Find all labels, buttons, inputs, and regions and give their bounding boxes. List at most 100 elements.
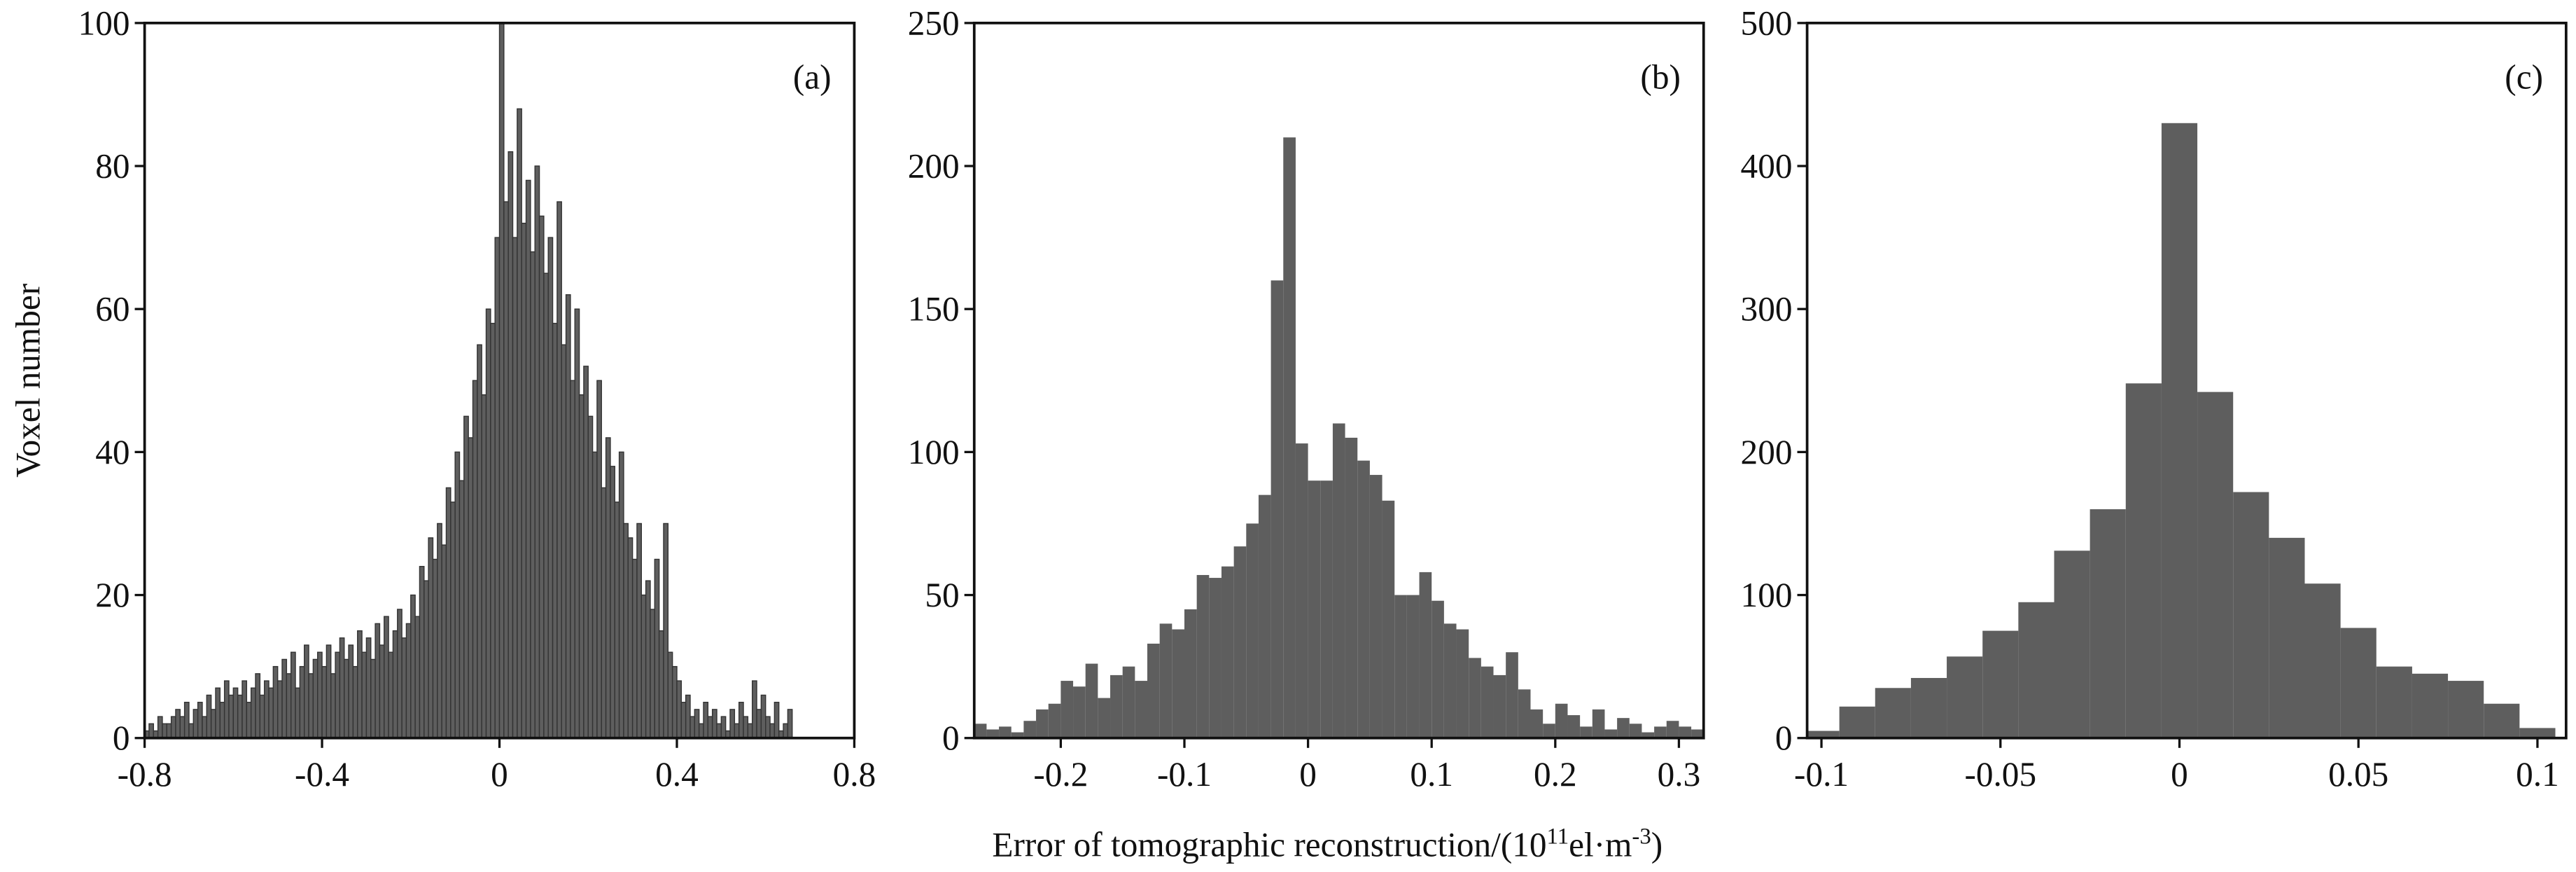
histogram-bar <box>1085 663 1098 738</box>
histogram-bar <box>1493 674 1506 738</box>
histogram-bar <box>760 694 766 738</box>
histogram-bar <box>321 665 328 738</box>
histogram-bar <box>1098 698 1111 738</box>
histogram-bar <box>1184 609 1197 738</box>
histogram-bar <box>690 716 696 738</box>
histogram-bar <box>166 723 172 738</box>
histogram-bar <box>2233 492 2269 738</box>
axes-frame <box>1805 21 2568 740</box>
histogram-bar <box>472 380 478 738</box>
histogram-bar <box>601 487 607 738</box>
histogram-bar <box>344 658 349 738</box>
histogram-bar <box>1419 572 1432 738</box>
histogram-bar <box>206 694 212 738</box>
y-tick-label: 100 <box>1741 576 1793 614</box>
histogram-bar <box>631 558 638 738</box>
x-axis-label: Error of tomographic reconstruction/(101… <box>992 824 1662 864</box>
histogram-bar <box>210 709 216 738</box>
histogram-bar <box>570 380 575 738</box>
x-tick-label: -0.2 <box>1033 755 1088 794</box>
histogram-bar <box>1221 566 1234 738</box>
histogram-bar <box>312 658 318 738</box>
histogram-bar <box>769 723 776 738</box>
panel-label: (b) <box>1640 58 1680 97</box>
histogram-bar <box>2519 728 2556 738</box>
histogram-bar <box>1332 423 1345 738</box>
histogram-bar <box>361 651 368 738</box>
histogram-bar <box>215 687 221 738</box>
histogram-bar <box>246 701 252 738</box>
y-tick-label: 200 <box>908 146 960 185</box>
histogram-bar <box>525 179 531 738</box>
histogram-bar <box>1382 500 1395 738</box>
histogram-bar <box>441 544 447 738</box>
histogram-bar <box>2161 123 2198 738</box>
histogram-bar <box>694 709 700 738</box>
histogram-bar <box>1947 656 1983 738</box>
histogram-bar <box>179 716 186 738</box>
histogram-bar <box>618 451 624 738</box>
histogram-bar <box>1432 600 1444 738</box>
x-tick-label: 0 <box>2171 755 2188 794</box>
histogram-bar <box>414 616 421 738</box>
histogram-bar <box>707 716 713 738</box>
histogram-bar <box>605 437 611 738</box>
histogram-bar <box>157 716 163 738</box>
histogram-bar <box>1270 280 1284 738</box>
histogram-bar <box>175 709 181 738</box>
histogram-bar <box>357 630 363 738</box>
histogram-bar <box>517 108 522 738</box>
histogram-bar <box>534 165 540 738</box>
y-tick-label: 0 <box>942 719 960 757</box>
y-tick-label: 300 <box>1741 290 1793 328</box>
histogram-bar <box>450 501 456 738</box>
histogram-bar <box>1023 721 1037 738</box>
histogram-bar <box>561 344 567 738</box>
histogram-bar <box>627 537 634 738</box>
histogram-bar <box>241 680 248 738</box>
histogram-bar <box>1592 709 1605 738</box>
histogram-bar <box>286 673 292 738</box>
histogram-bar <box>711 709 718 738</box>
histogram-bar <box>751 680 757 738</box>
histogram-bar <box>192 709 199 738</box>
histogram-bar <box>565 294 571 738</box>
label-text: ) <box>1651 826 1662 864</box>
histogram-bar <box>729 709 736 738</box>
histogram-bar <box>1369 475 1382 738</box>
histogram-bar <box>547 237 554 738</box>
superscript: 11 <box>1547 824 1569 850</box>
histogram-bar <box>454 451 461 738</box>
histogram-bar <box>490 322 496 738</box>
y-tick-label: 0 <box>1775 719 1793 757</box>
histogram-bar <box>720 716 727 738</box>
histogram-bar <box>219 701 225 738</box>
histogram-bar <box>583 366 589 738</box>
histogram-bar <box>232 687 239 738</box>
y-tick-label: 200 <box>1741 433 1793 471</box>
histogram-bar <box>1345 437 1358 738</box>
histogram-bar <box>503 201 509 738</box>
x-tick-label: 0.3 <box>1658 755 1701 794</box>
histogram-bar <box>1172 629 1184 738</box>
histogram-bar <box>530 251 536 738</box>
y-tick-label: 60 <box>95 290 130 328</box>
histogram-bar <box>1629 724 1642 738</box>
x-tick-label: -0.1 <box>1157 755 1212 794</box>
histogram-bar <box>1456 629 1469 738</box>
bars <box>144 22 793 738</box>
histogram-bar <box>1555 703 1568 738</box>
histogram-bar <box>543 272 549 738</box>
histogram-bar <box>202 716 208 738</box>
histogram-bar <box>2304 583 2341 738</box>
histogram-bar <box>654 558 660 738</box>
histogram-bar <box>592 451 598 738</box>
histogram-bar <box>676 680 682 738</box>
histogram-bar <box>623 522 629 738</box>
histogram-bar <box>2125 383 2162 738</box>
histogram-bar <box>538 215 545 738</box>
bars <box>974 137 1704 738</box>
histogram-bar <box>445 487 451 738</box>
histogram-bar <box>388 651 394 738</box>
